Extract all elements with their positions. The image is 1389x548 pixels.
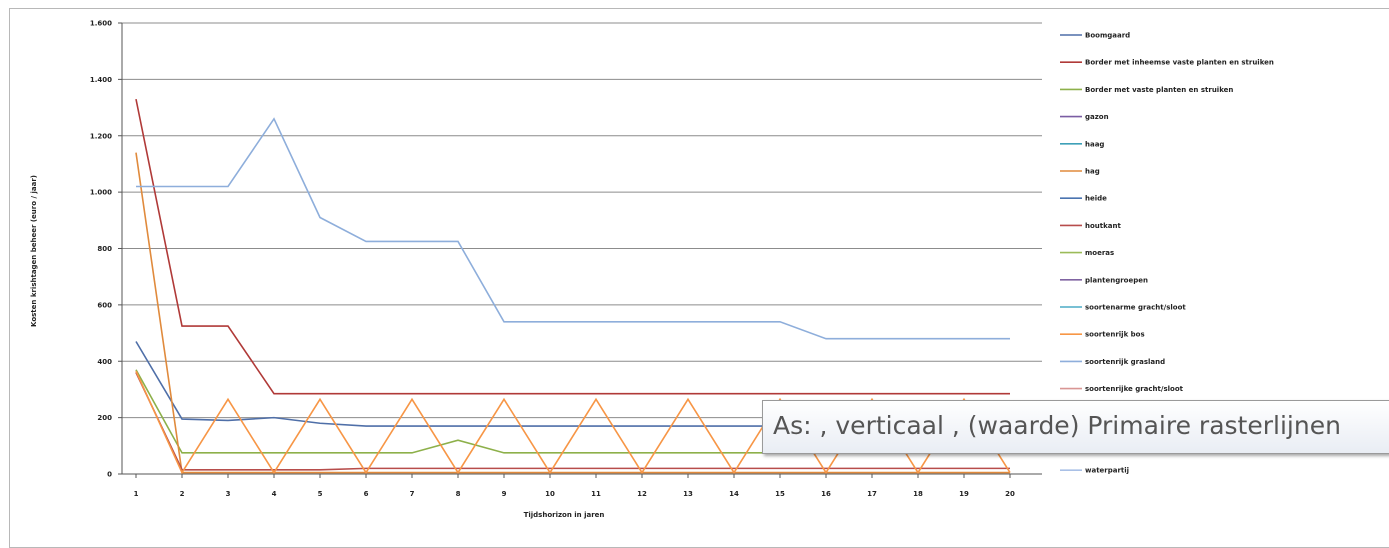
legend-item: Border met inheemse vaste planten en str… xyxy=(1060,59,1274,67)
x-tick-label: 2 xyxy=(180,490,185,498)
legend: Boomgaard Border met inheemse vaste plant… xyxy=(1060,32,1274,475)
legend-label: heide xyxy=(1085,195,1107,203)
legend-label: Boomgaard xyxy=(1085,32,1130,40)
legend-label: Border met vaste planten en struiken xyxy=(1085,86,1233,94)
series-line-border-met-inheemse-vaste-planten-en-struiken xyxy=(135,98,1010,395)
series-line-hag xyxy=(135,152,1010,474)
x-tick-label: 4 xyxy=(272,490,277,498)
legend-item: soortenrijk bos xyxy=(1060,331,1145,339)
legend-item: haag xyxy=(1060,140,1104,148)
legend-label: waterpartij xyxy=(1085,467,1129,475)
legend-label: Border met inheemse vaste planten en str… xyxy=(1085,59,1274,67)
y-tick-label: 0 xyxy=(107,471,112,479)
legend-item: soortenarme gracht/sloot xyxy=(1060,304,1186,312)
x-tick-label: 10 xyxy=(545,490,555,498)
x-tick-label: 9 xyxy=(502,490,507,498)
x-tick-label: 12 xyxy=(637,490,647,498)
x-tick-label: 13 xyxy=(683,490,693,498)
y-tick-label: 600 xyxy=(97,301,112,309)
legend-label: houtkant xyxy=(1085,222,1121,230)
legend-label: moeras xyxy=(1085,249,1114,257)
x-tick-label: 11 xyxy=(591,490,601,498)
tooltip-text: As: , verticaal , (waarde) Primaire rast… xyxy=(773,411,1341,440)
legend-label: plantengroepen xyxy=(1085,276,1148,284)
axis-tooltip: As: , verticaal , (waarde) Primaire rast… xyxy=(762,400,1389,454)
x-tick-label: 17 xyxy=(867,490,877,498)
y-tick-label: 1.000 xyxy=(90,189,112,197)
x-axis-ticks: 1 2 3 4 5 6 7 8 9 10 11 12 13 14 15 16 17 18 19 20 xyxy=(134,474,1015,498)
y-tick-label: 1.600 xyxy=(90,20,112,28)
legend-item: houtkant xyxy=(1060,222,1121,230)
x-tick-label: 7 xyxy=(410,490,415,498)
x-tick-label: 3 xyxy=(226,490,231,498)
legend-item: Border met vaste planten en struiken xyxy=(1060,86,1233,94)
y-axis-title: Kosten krishtagen beheer (euro / jaar) xyxy=(30,175,38,327)
y-tick-label: 400 xyxy=(97,358,112,366)
legend-item: heide xyxy=(1060,195,1107,203)
legend-label: soortenrijk grasland xyxy=(1085,358,1165,366)
legend-label: gazon xyxy=(1085,113,1109,121)
y-tick-label: 1.400 xyxy=(90,76,112,84)
legend-label: soortenrijke gracht/sloot xyxy=(1085,385,1184,393)
x-tick-label: 16 xyxy=(821,490,831,498)
x-tick-label: 18 xyxy=(913,490,923,498)
legend-item: waterpartij xyxy=(1060,467,1129,475)
legend-item: hag xyxy=(1060,168,1100,176)
legend-label: haag xyxy=(1085,140,1104,148)
y-tick-label: 800 xyxy=(97,245,112,253)
legend-item: soortenrijke gracht/sloot xyxy=(1060,385,1184,393)
legend-item: soortenrijk grasland xyxy=(1060,358,1165,366)
x-tick-label: 20 xyxy=(1005,490,1015,498)
x-tick-label: 1 xyxy=(134,490,139,498)
x-axis-title: Tijdshorizon in jaren xyxy=(524,511,605,519)
y-tick-label: 1.200 xyxy=(90,132,112,140)
x-tick-label: 6 xyxy=(364,490,369,498)
y-tick-label: 200 xyxy=(97,414,112,422)
series-line-soortenrijk-grasland xyxy=(136,117,1010,340)
x-tick-label: 15 xyxy=(775,490,785,498)
series-line-houtkant xyxy=(135,372,1010,471)
x-tick-label: 19 xyxy=(959,490,969,498)
legend-item: moeras xyxy=(1060,249,1114,257)
x-tick-label: 8 xyxy=(456,490,461,498)
y-axis-ticks: 0 200 400 600 800 1.000 1.200 1.400 1.600 xyxy=(90,20,112,479)
x-tick-label: 5 xyxy=(318,490,323,498)
legend-label: soortenrijk bos xyxy=(1085,331,1145,339)
legend-item: gazon xyxy=(1060,113,1109,121)
legend-label: hag xyxy=(1085,168,1100,176)
legend-label: soortenarme gracht/sloot xyxy=(1085,304,1186,312)
legend-item: Boomgaard xyxy=(1060,32,1130,40)
legend-item: plantengroepen xyxy=(1060,276,1148,284)
x-tick-label: 14 xyxy=(729,490,739,498)
